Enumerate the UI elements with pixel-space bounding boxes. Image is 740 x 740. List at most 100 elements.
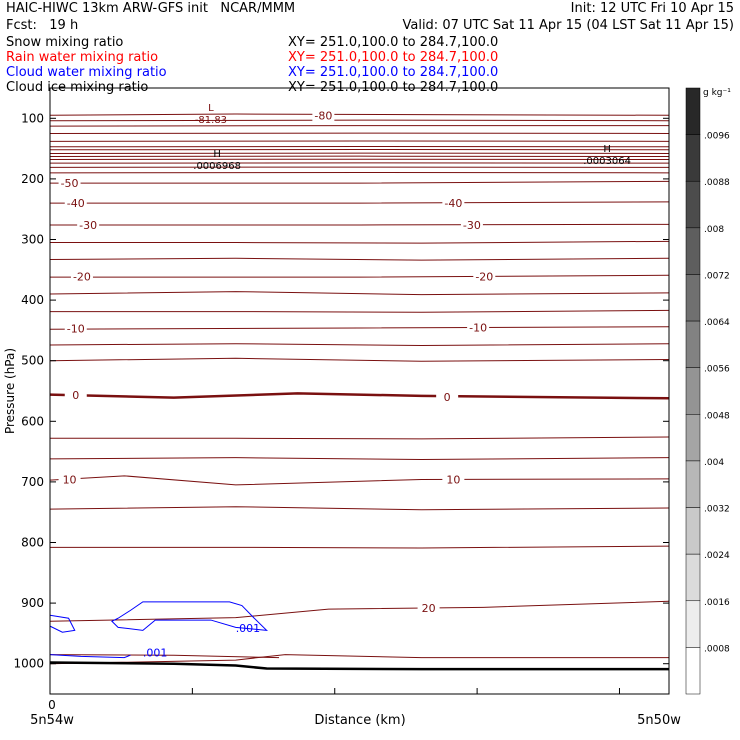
x-start-location: 5n54w xyxy=(30,713,74,728)
contour-label-bg xyxy=(442,472,465,486)
colorbar-swatch xyxy=(685,87,701,135)
colorbar-label: .0024 xyxy=(704,551,730,561)
extremum-value: -81.83 xyxy=(195,115,227,126)
contour-label: 10 xyxy=(63,473,77,486)
isotherm--40 xyxy=(50,201,670,204)
contour-label-bg xyxy=(460,217,483,231)
field-name-snow: Snow mixing ratio xyxy=(6,35,124,50)
colorbar-swatch xyxy=(685,553,701,602)
contour-label: 0 xyxy=(444,391,451,404)
y-tick-label: 1000 xyxy=(13,657,44,671)
contour-label: -80 xyxy=(314,109,332,122)
y-tick-label: 100 xyxy=(21,111,44,125)
valid-time: Valid: 07 UTC Sat 11 Apr 15 (04 LST Sat … xyxy=(402,18,734,33)
cloud-water-label: .001 xyxy=(236,622,261,635)
contour-label: -40 xyxy=(444,197,462,210)
isotherm--10 xyxy=(49,326,670,330)
extremum-marker: H xyxy=(213,149,221,160)
extremum-marker: L xyxy=(208,103,214,114)
isotherm-10 xyxy=(49,475,670,486)
colorbar-swatch xyxy=(685,180,701,229)
isotherm-0 xyxy=(49,392,670,400)
field-name-rain: Rain water mixing ratio xyxy=(6,50,159,65)
contour-label-bg xyxy=(77,217,100,231)
isotherm xyxy=(49,357,670,362)
contour-label: -10 xyxy=(67,323,85,336)
y-tick-label: 400 xyxy=(21,293,44,307)
colorbar-label: .0056 xyxy=(704,365,730,375)
isotherm xyxy=(49,257,670,261)
cloud-water-label: .001 xyxy=(143,646,168,659)
colorbar-label: .008 xyxy=(704,225,724,235)
colorbar-swatch xyxy=(685,507,701,555)
contour-label: 20 xyxy=(422,602,436,615)
colorbar-swatch xyxy=(685,460,701,508)
isotherm--20 xyxy=(50,274,670,278)
colorbar-swatch xyxy=(685,367,701,415)
isotherm xyxy=(50,436,670,440)
contour-label: -10 xyxy=(469,321,487,334)
contour-label: -30 xyxy=(79,219,97,232)
contour-label: -20 xyxy=(73,270,91,283)
y-tick-label: 600 xyxy=(21,414,44,428)
contour-label: -50 xyxy=(61,177,79,190)
colorbar-swatch xyxy=(685,134,701,182)
colorbar-label: .0096 xyxy=(704,132,730,142)
colorbar-unit: g kg⁻¹ xyxy=(703,88,731,98)
contour-label-bg xyxy=(70,269,93,283)
colorbar-swatch xyxy=(685,647,701,695)
cloud-water-contour xyxy=(49,654,131,659)
x-axis-label: Distance (km) xyxy=(314,713,405,728)
colorbar-swatch xyxy=(685,320,701,368)
forecast-hour: Fcst: 19 h xyxy=(6,18,79,33)
y-tick-label: 700 xyxy=(21,475,44,489)
contour-label-bg xyxy=(473,269,496,283)
contour-label-bg xyxy=(58,176,81,190)
contour-label-bg xyxy=(64,196,87,210)
isotherm--70 xyxy=(49,119,670,122)
isotherm-20 xyxy=(49,600,670,622)
extremum-marker: H xyxy=(603,144,611,155)
isotherm--50 xyxy=(50,180,670,184)
isotherm xyxy=(49,457,670,460)
isotherm-near-surface-2 xyxy=(49,654,280,659)
isotherm xyxy=(50,240,670,244)
colorbar-label: .0088 xyxy=(704,178,730,188)
contour-label-bg xyxy=(467,320,490,334)
contour-label-bg xyxy=(64,388,87,402)
y-axis-label: Pressure (hPa) xyxy=(3,348,17,434)
field-xy-cloud-water: XY= 251.0,100.0 to 284.7,100.0 xyxy=(288,65,499,80)
field-xy-rain: XY= 251.0,100.0 to 284.7,100.0 xyxy=(288,50,499,65)
colorbar-label: .0032 xyxy=(704,505,730,515)
isotherm--30 xyxy=(50,223,670,226)
contour-label-bg xyxy=(442,196,465,210)
model-title: HAIC-HIWC 13km ARW-GFS init NCAR/MMM xyxy=(6,1,296,16)
x-end-location: 5n50w xyxy=(637,713,681,728)
cloud-water-contour xyxy=(111,601,269,632)
isotherm-near-surface xyxy=(49,654,669,665)
isotherm xyxy=(49,343,670,347)
field-xy-snow: XY= 251.0,100.0 to 284.7,100.0 xyxy=(288,35,499,50)
cloud-water-contour xyxy=(49,614,76,633)
isotherm xyxy=(49,291,670,296)
contour-label: -30 xyxy=(463,219,481,232)
y-tick-label: 300 xyxy=(21,233,44,247)
colorbar-label: .0008 xyxy=(704,644,730,654)
field-name-cloud-water: Cloud water mixing ratio xyxy=(6,65,167,80)
contour-label: 10 xyxy=(446,473,460,486)
colorbar-label: .0072 xyxy=(704,271,730,281)
contour-label-bg xyxy=(64,321,87,335)
x-tick-label-0: 0 xyxy=(48,698,56,712)
colorbar-label: .0048 xyxy=(704,411,730,421)
surface-line xyxy=(49,661,669,671)
colorbar-swatch xyxy=(685,600,701,648)
contour-label: -20 xyxy=(475,270,493,283)
contour-label: 0 xyxy=(72,389,79,402)
plot-frame xyxy=(49,87,670,695)
contour-label-bg xyxy=(58,472,81,486)
contour-label-bg xyxy=(417,600,440,614)
extremum-value: .0003064 xyxy=(583,156,631,167)
colorbar-label: .004 xyxy=(704,458,724,468)
isotherm xyxy=(50,309,670,313)
